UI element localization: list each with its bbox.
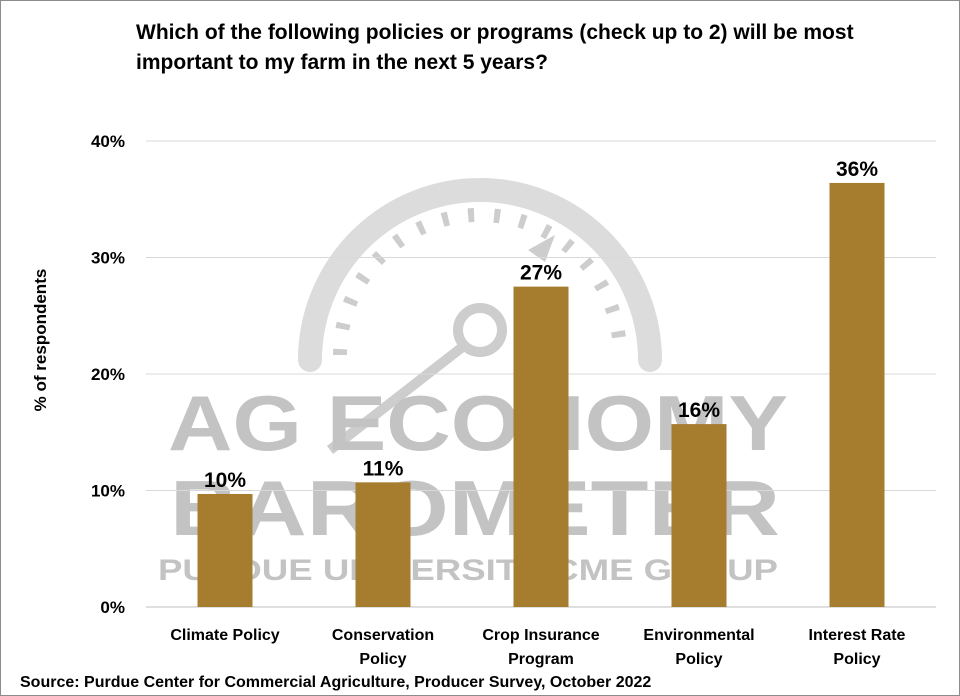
category-label: Environmental — [643, 627, 754, 644]
data-label: 11% — [363, 457, 404, 480]
gauge-icon — [298, 178, 662, 454]
data-label: 16% — [678, 399, 720, 422]
data-label: 27% — [520, 262, 562, 285]
source-note: Source: Purdue Center for Commercial Agr… — [20, 674, 652, 691]
y-tick-label: 0% — [100, 598, 125, 617]
y-tick-label: 10% — [91, 482, 125, 501]
bar — [829, 182, 885, 607]
data-label: 36% — [836, 158, 878, 181]
category-label: Program — [508, 651, 574, 668]
category-label: Crop Insurance — [482, 627, 599, 644]
bar — [355, 482, 411, 607]
x-axis-categories: Climate Policy Conservation Policy Crop Ins… — [170, 627, 905, 668]
bars — [197, 182, 885, 607]
bar — [671, 424, 727, 607]
chart-title: Which of the following policies or progr… — [136, 21, 854, 74]
category-label: Policy — [359, 651, 406, 668]
y-axis-label: % of respondents — [31, 269, 50, 412]
category-label: Policy — [833, 651, 880, 668]
data-labels: 10% 11% 27% 16% 36% — [204, 158, 878, 492]
y-axis-ticks: 0% 10% 20% 30% 40% — [91, 132, 125, 617]
y-tick-label: 20% — [91, 365, 125, 384]
category-label: Conservation — [332, 627, 434, 644]
bar — [197, 493, 253, 607]
category-label: Policy — [675, 651, 722, 668]
data-label: 10% — [204, 469, 246, 492]
bar — [513, 286, 569, 607]
y-tick-label: 40% — [91, 132, 125, 151]
category-label: Climate Policy — [170, 627, 279, 644]
y-tick-label: 30% — [91, 249, 125, 268]
category-label: Interest Rate — [809, 627, 906, 644]
